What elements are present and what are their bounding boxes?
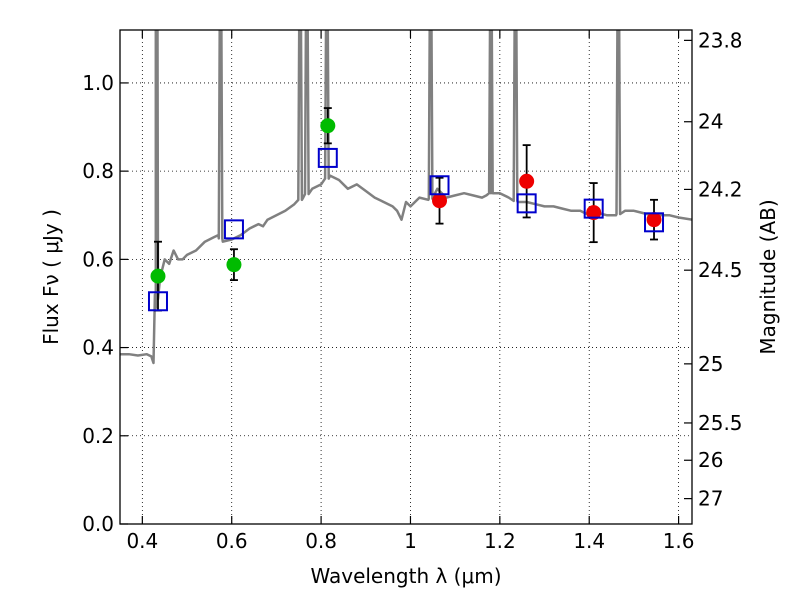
y-tick-label: 0.0 <box>82 512 114 536</box>
y-tick-label: 1.0 <box>82 71 114 95</box>
right-tick-label: 26 <box>698 448 723 472</box>
x-axis-label: Wavelength λ (μm) <box>310 564 501 588</box>
y-tick-label: 0.4 <box>82 336 114 360</box>
right-tick-label: 27 <box>698 487 723 511</box>
optical-flux-point <box>150 268 166 284</box>
x-tick-label: 0.8 <box>305 529 337 553</box>
y-tick-label: 0.6 <box>82 247 114 271</box>
optical-flux-point <box>226 257 242 273</box>
tick-layer: 0.4 0.6 0.8 1 1.2 1.4 1.6 0.0 0.2 0.4 0.6 0.8 1.0 23.… <box>82 28 742 553</box>
x-tick-label: 1.2 <box>484 529 516 553</box>
right-tick-label: 25 <box>698 352 723 376</box>
nir-flux-point <box>519 173 535 189</box>
x-tick-label: 1.6 <box>663 529 695 553</box>
model-flux-box <box>317 147 338 168</box>
right-tick-label: 24.5 <box>698 258 743 282</box>
model-flux-box <box>223 219 244 240</box>
model-flux-box <box>644 212 665 233</box>
nir-flux-point <box>432 193 448 209</box>
x-tick-label: 1 <box>404 529 417 553</box>
right-tick-label: 23.8 <box>698 28 743 52</box>
x-tick-label: 0.4 <box>126 529 158 553</box>
grid-layer <box>120 30 692 525</box>
right-axis-label: Magnitude (AB) <box>756 199 780 354</box>
x-tick-label: 0.6 <box>216 529 248 553</box>
model-flux-box <box>516 193 537 214</box>
data-layer <box>120 30 692 365</box>
model-flux-box <box>583 198 604 219</box>
nir-flux-point <box>586 205 602 221</box>
nir-flux-point <box>646 212 662 228</box>
x-tick-label: 1.4 <box>573 529 605 553</box>
y-axis-label: Flux Fν ( μJy ) <box>39 209 63 345</box>
right-tick-label: 24.2 <box>698 177 743 201</box>
right-tick-label: 25.5 <box>698 411 743 435</box>
y-tick-label: 0.8 <box>82 159 114 183</box>
model-flux-box <box>429 175 450 196</box>
right-tick-label: 24 <box>698 110 723 134</box>
spectrum-line <box>120 30 692 365</box>
model-flux-box <box>147 291 168 312</box>
optical-flux-point <box>320 118 336 134</box>
y-tick-label: 0.2 <box>82 424 114 448</box>
plot-frame <box>119 29 693 525</box>
